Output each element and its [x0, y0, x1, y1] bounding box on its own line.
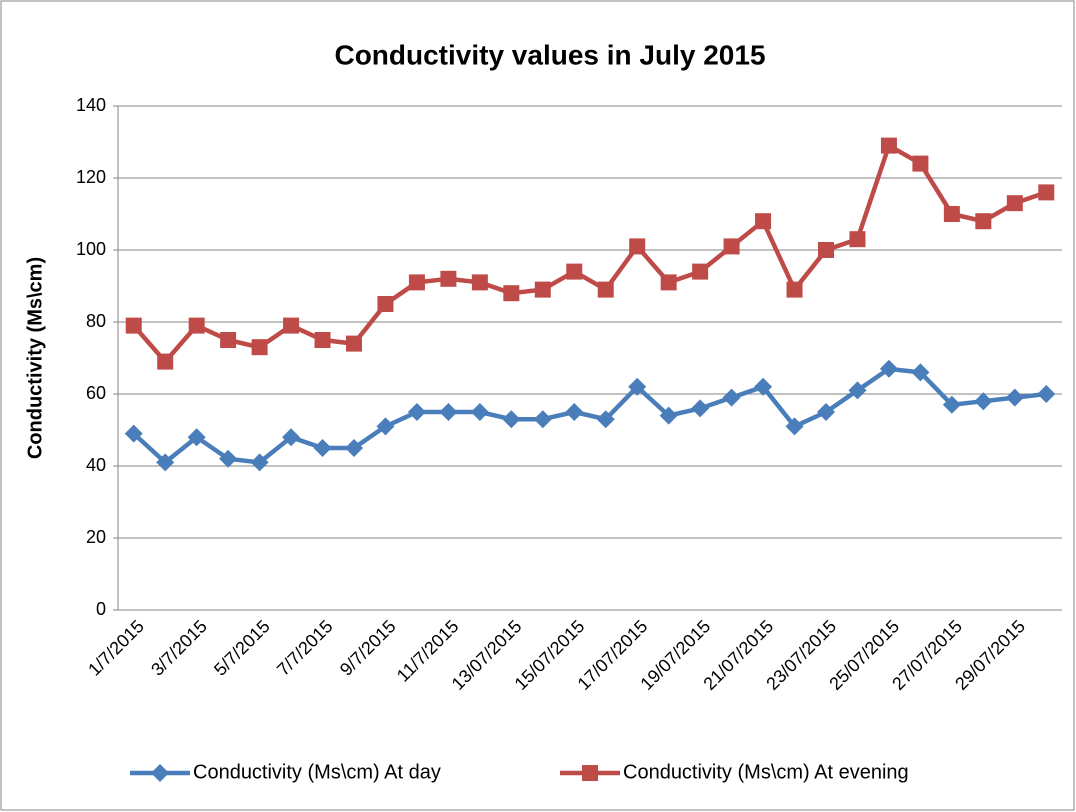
data-point — [345, 439, 363, 457]
data-point — [566, 263, 583, 280]
data-point — [156, 453, 175, 472]
data-point — [124, 424, 143, 443]
data-point — [849, 231, 866, 248]
data-point — [1005, 388, 1024, 407]
data-point — [692, 263, 709, 280]
data-point — [220, 332, 237, 348]
data-point — [377, 296, 394, 312]
legend-label: Conductivity (Ms\cm) At day — [193, 761, 441, 783]
data-point — [502, 410, 521, 429]
data-point — [408, 274, 425, 291]
data-point — [848, 381, 867, 400]
data-point — [754, 377, 773, 396]
y-tick-label: 140 — [76, 95, 106, 115]
y-tick-label: 20 — [86, 527, 106, 547]
legend-marker — [582, 765, 598, 781]
data-point — [250, 453, 269, 472]
data-point — [187, 428, 206, 447]
y-axis-label: Conductivity (Ms\cm) — [24, 257, 46, 459]
data-point — [723, 238, 740, 255]
data-point — [912, 155, 929, 172]
data-point — [943, 206, 960, 222]
y-tick-label: 60 — [86, 383, 106, 403]
data-point — [880, 137, 897, 154]
data-point — [188, 317, 205, 334]
data-point — [1037, 385, 1056, 403]
data-point — [628, 377, 647, 396]
data-point — [1006, 195, 1023, 212]
data-point — [942, 395, 961, 414]
data-point — [376, 417, 395, 436]
data-point — [282, 428, 301, 447]
data-point — [786, 281, 803, 298]
data-point — [125, 317, 142, 334]
legend-label: Conductivity (Ms\cm) At evening — [623, 761, 909, 783]
data-point — [471, 274, 488, 291]
data-point — [879, 359, 898, 378]
y-tick-label: 100 — [76, 239, 106, 259]
chart-title: Conductivity values in July 2015 — [334, 39, 765, 70]
data-point — [470, 403, 489, 421]
data-point — [533, 410, 552, 429]
data-point — [534, 281, 551, 298]
data-point — [660, 274, 677, 291]
data-point — [974, 392, 993, 411]
data-point — [251, 339, 268, 356]
data-point — [407, 403, 426, 421]
data-point — [565, 403, 584, 421]
data-point — [503, 285, 520, 302]
data-point — [596, 410, 615, 429]
y-tick-label: 40 — [86, 455, 106, 475]
y-tick-label: 0 — [96, 599, 106, 619]
data-point — [314, 332, 331, 348]
data-point — [691, 399, 710, 418]
data-point — [440, 270, 457, 287]
data-point — [597, 281, 614, 298]
y-tick-label: 80 — [86, 311, 106, 331]
data-point — [283, 317, 300, 334]
legend-marker — [151, 764, 169, 782]
data-point — [157, 353, 174, 370]
data-point — [659, 406, 678, 425]
data-point — [629, 238, 646, 255]
data-point — [817, 403, 835, 421]
data-point — [219, 449, 238, 468]
data-point — [818, 242, 834, 258]
data-point — [346, 335, 362, 352]
data-point — [785, 417, 804, 436]
y-tick-label: 120 — [76, 167, 106, 187]
data-point — [975, 213, 992, 230]
data-point — [313, 439, 332, 457]
data-point — [439, 403, 458, 421]
data-point — [1038, 184, 1055, 201]
data-point — [722, 388, 741, 407]
data-point — [755, 213, 772, 230]
data-point — [911, 363, 930, 382]
